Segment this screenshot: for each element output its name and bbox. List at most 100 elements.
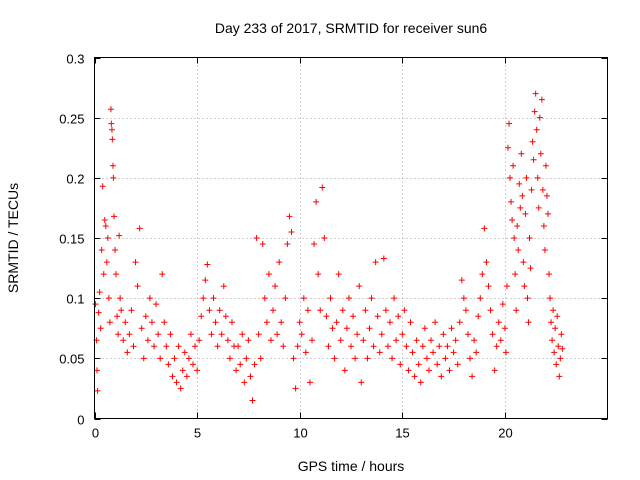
data-point xyxy=(380,255,387,262)
data-point xyxy=(103,259,110,266)
data-point xyxy=(315,271,322,278)
data-point xyxy=(216,307,223,314)
data-point xyxy=(261,295,268,302)
data-point xyxy=(518,150,525,157)
data-point xyxy=(515,247,522,254)
data-point xyxy=(467,355,474,362)
data-point xyxy=(370,343,377,350)
data-point xyxy=(110,213,117,220)
data-point xyxy=(241,379,248,386)
data-point xyxy=(527,265,534,272)
data-point xyxy=(276,259,283,266)
data-point xyxy=(337,337,344,344)
data-point xyxy=(134,283,141,290)
y-tick-label: 0.1 xyxy=(66,292,84,307)
data-point xyxy=(444,343,451,350)
data-point xyxy=(222,313,229,320)
data-point xyxy=(450,349,457,356)
data-point xyxy=(440,331,447,338)
data-point xyxy=(247,373,254,380)
data-point xyxy=(534,174,541,181)
data-point xyxy=(345,295,352,302)
data-point xyxy=(428,337,435,344)
data-point xyxy=(499,301,506,308)
data-point xyxy=(177,385,184,392)
data-point xyxy=(202,277,209,284)
data-point xyxy=(415,361,422,368)
data-point xyxy=(278,319,285,326)
data-point xyxy=(265,271,272,278)
data-point xyxy=(419,343,426,350)
data-point xyxy=(114,313,121,320)
data-point xyxy=(196,337,203,344)
data-point xyxy=(546,271,553,278)
data-point xyxy=(366,325,373,332)
data-point xyxy=(187,331,194,338)
data-point xyxy=(183,373,190,380)
data-point xyxy=(122,319,129,326)
data-point xyxy=(356,283,363,290)
data-point xyxy=(155,331,162,338)
data-point xyxy=(555,343,562,350)
data-point xyxy=(544,210,551,217)
data-point xyxy=(528,186,535,193)
data-point xyxy=(541,247,548,254)
data-point xyxy=(460,295,467,302)
data-point xyxy=(220,283,227,290)
data-point xyxy=(495,319,502,326)
data-point xyxy=(421,325,428,332)
data-point xyxy=(517,204,524,211)
data-point xyxy=(245,337,252,344)
data-point xyxy=(477,295,484,302)
data-point xyxy=(501,325,508,332)
data-point xyxy=(483,259,490,266)
data-point xyxy=(136,225,143,232)
data-point xyxy=(98,247,105,254)
data-point xyxy=(317,307,324,314)
data-point xyxy=(524,295,531,302)
data-point xyxy=(360,337,367,344)
data-point xyxy=(547,295,554,302)
data-point xyxy=(132,259,139,266)
data-point xyxy=(399,331,406,338)
data-point xyxy=(157,355,164,362)
data-point xyxy=(481,225,488,232)
data-point xyxy=(235,343,242,350)
data-point xyxy=(491,367,498,374)
data-point xyxy=(107,106,114,113)
data-point xyxy=(430,349,437,356)
data-point xyxy=(298,331,305,338)
data-point xyxy=(358,379,365,386)
data-point xyxy=(288,228,295,235)
y-tick-label: 0.05 xyxy=(59,352,84,367)
data-point xyxy=(339,307,346,314)
data-point xyxy=(514,222,521,229)
data-point xyxy=(510,162,517,169)
y-tick-label: 0.3 xyxy=(66,52,84,67)
data-point xyxy=(487,307,494,314)
data-point xyxy=(516,180,523,187)
data-point xyxy=(389,355,396,362)
data-point xyxy=(96,289,103,296)
data-point xyxy=(110,174,117,181)
data-point xyxy=(204,261,211,268)
data-point xyxy=(224,337,231,344)
data-point xyxy=(108,126,115,133)
data-point xyxy=(116,232,123,239)
x-tick-label: 5 xyxy=(194,426,201,441)
data-point xyxy=(473,349,480,356)
data-point xyxy=(393,337,400,344)
data-point xyxy=(212,319,219,326)
data-point xyxy=(542,162,549,169)
data-point xyxy=(251,361,258,368)
data-point xyxy=(551,349,558,356)
data-point xyxy=(352,355,359,362)
data-point xyxy=(329,325,336,332)
data-point xyxy=(452,337,459,344)
y-tick-label: 0.15 xyxy=(59,232,84,247)
data-point xyxy=(537,150,544,157)
data-point xyxy=(374,313,381,320)
data-point xyxy=(558,331,565,338)
y-tick-label: 0 xyxy=(77,413,84,428)
